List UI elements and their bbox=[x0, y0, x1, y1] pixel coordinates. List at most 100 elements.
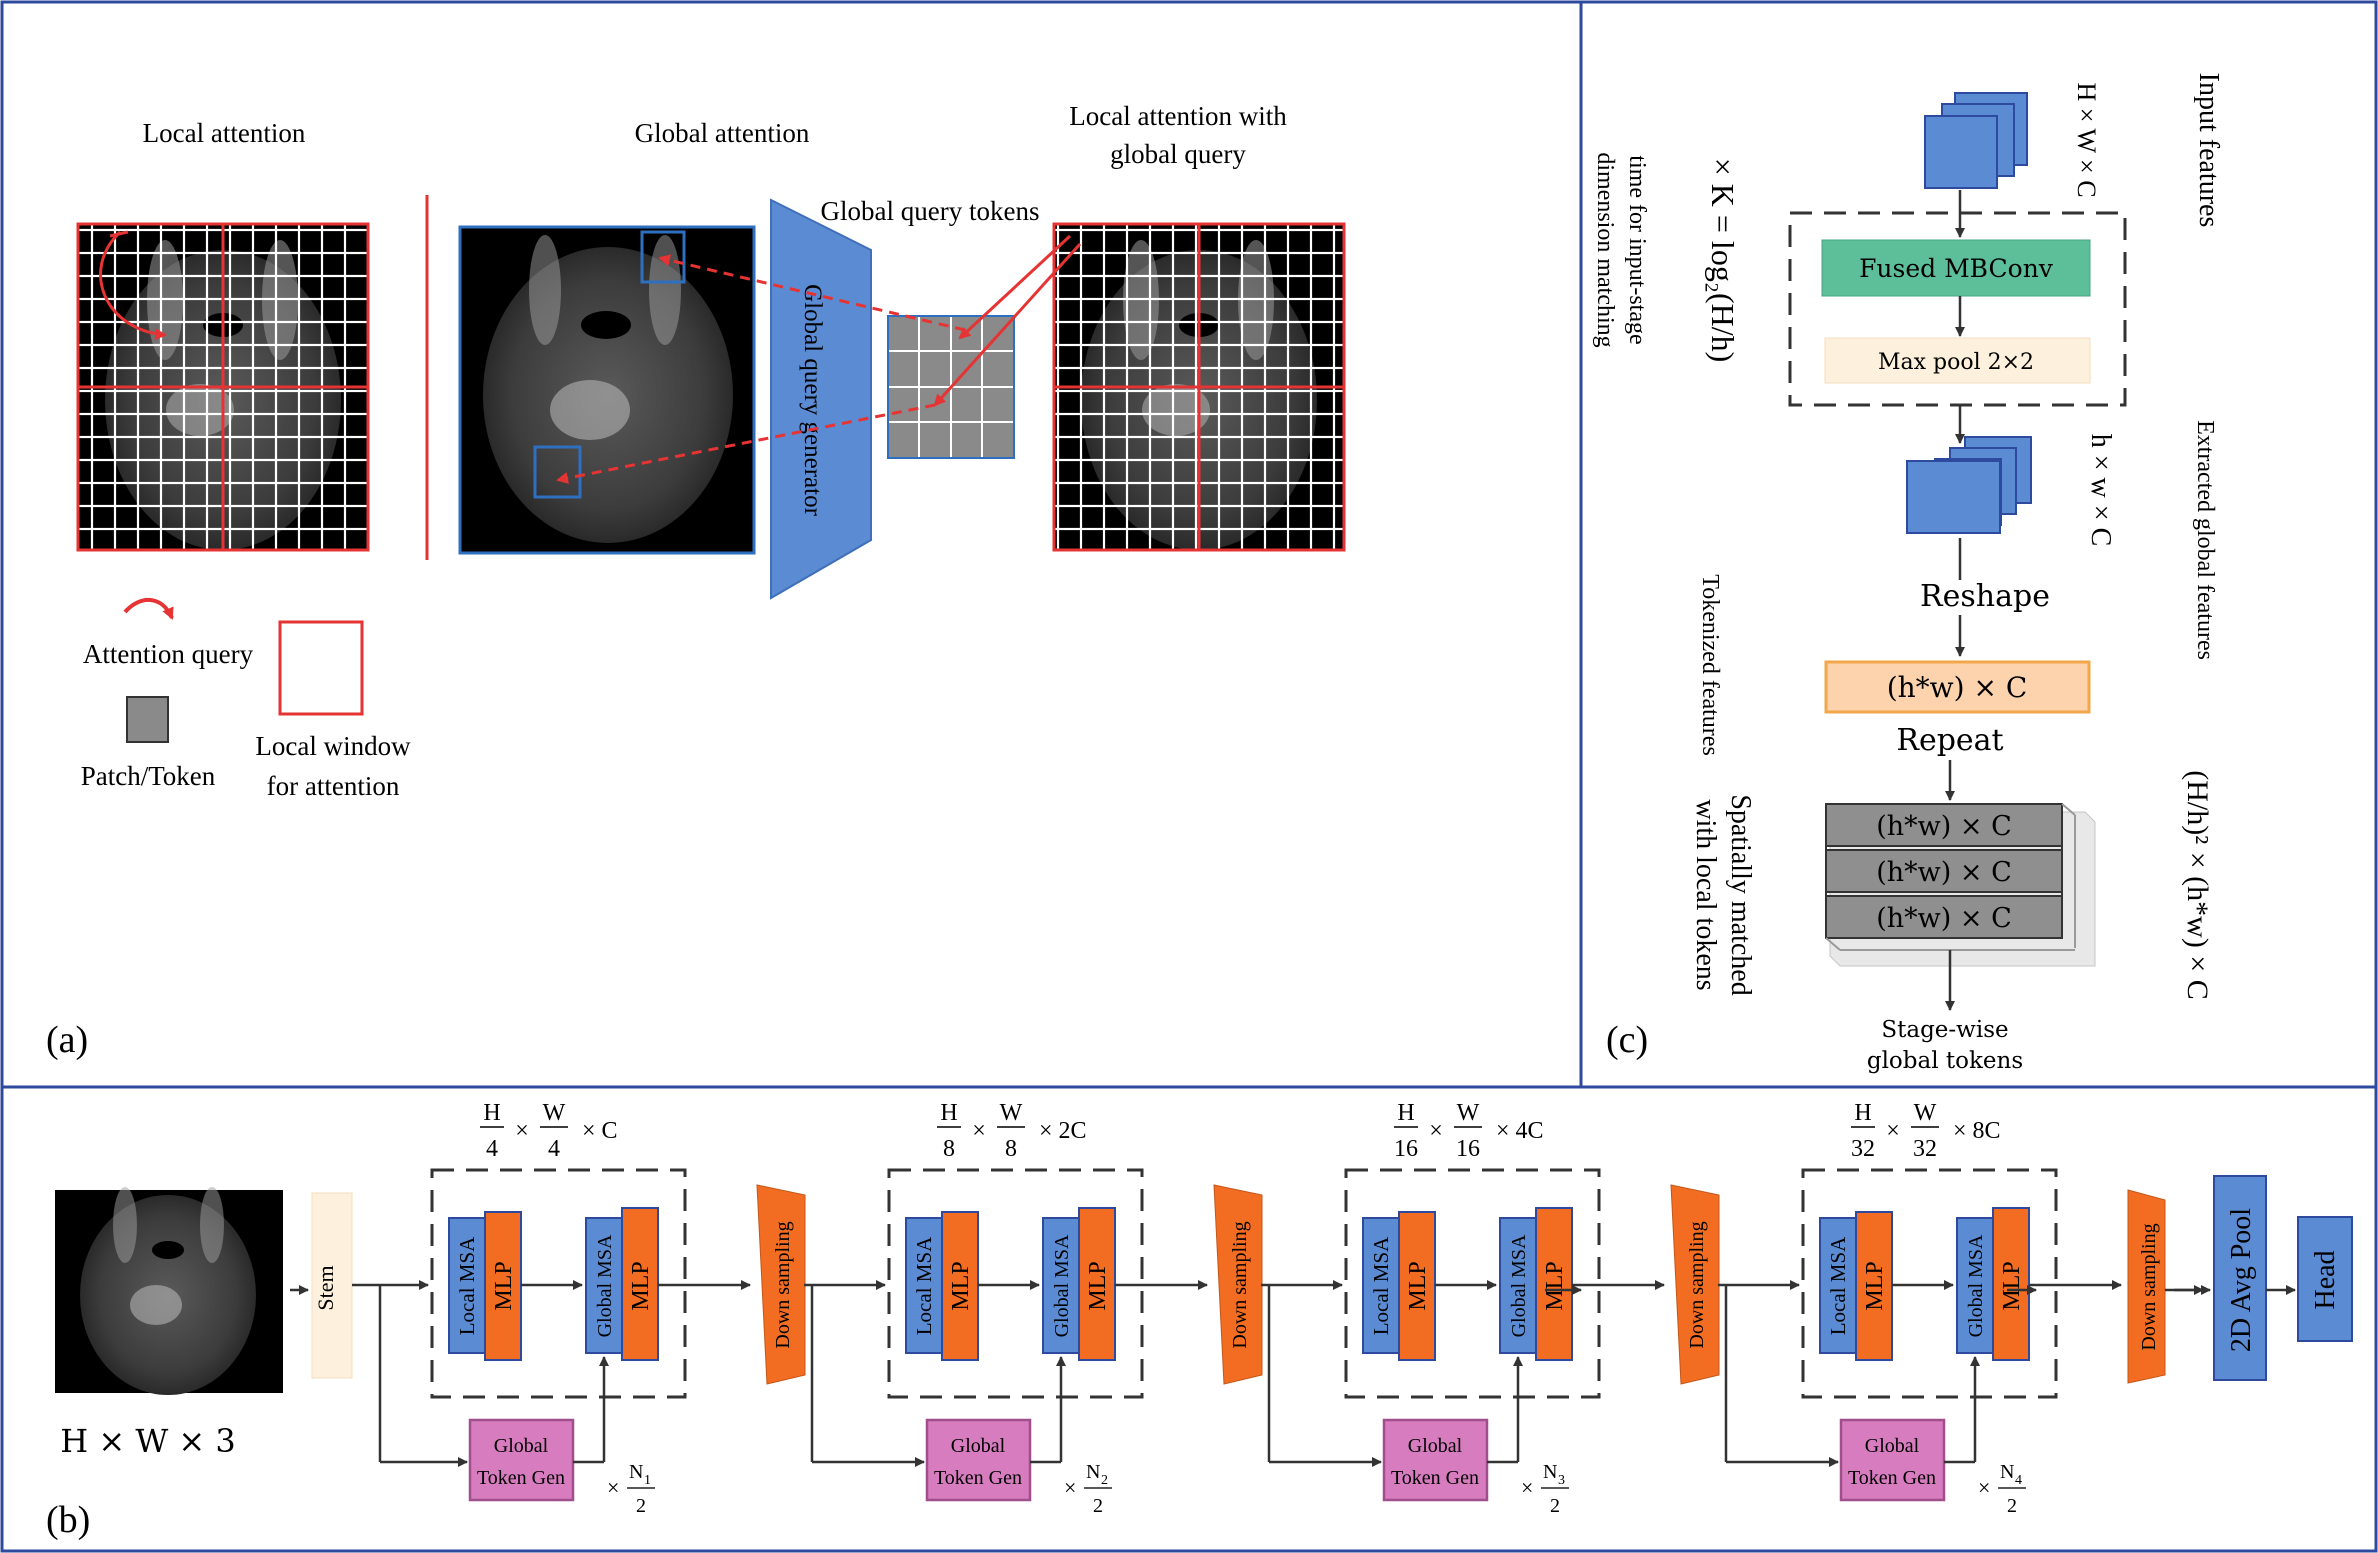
patch-token-icon bbox=[126, 696, 169, 743]
stage-h-divisor: 4 bbox=[486, 1136, 498, 1162]
mlp-block bbox=[484, 1211, 522, 1361]
extracted-feature-stack bbox=[1906, 436, 2032, 534]
stage-h-divisor: 16 bbox=[1394, 1136, 1418, 1162]
token-gen-label-1: Global bbox=[1408, 1435, 1463, 1457]
stage-times: × bbox=[1429, 1118, 1443, 1144]
legend-attention-query: Attention query bbox=[83, 639, 254, 669]
global-msa-label: Global MSA bbox=[1051, 1234, 1073, 1337]
token-box bbox=[1824, 660, 2091, 714]
repeat-n: N bbox=[1543, 1461, 1557, 1483]
repeat-n-sub: 1 bbox=[644, 1473, 651, 1488]
local-msa-label: Local MSA bbox=[455, 1236, 479, 1335]
down-sampling-block bbox=[1670, 1184, 1720, 1385]
final-down-sampling bbox=[2127, 1189, 2166, 1384]
stack-row-3: (h*w) × C bbox=[1876, 903, 2012, 934]
stage-h-div: H bbox=[483, 1100, 500, 1126]
global-msa-label: Global MSA bbox=[594, 1234, 616, 1337]
stage-w-divisor: 4 bbox=[548, 1136, 560, 1162]
global-query-tokens-label: Global query tokens bbox=[821, 196, 1040, 226]
repeat-dims: (H/h)² × (h*w) × C bbox=[2181, 770, 2214, 999]
local-window-icon bbox=[278, 620, 364, 716]
panel-a: Local attention Global attention Local a… bbox=[46, 101, 1346, 1061]
repeat-two: 2 bbox=[1093, 1495, 1103, 1517]
mlp-block bbox=[1855, 1211, 1893, 1361]
stage-w-divisor: 8 bbox=[1005, 1136, 1017, 1162]
stack-row-1: (h*w) × C bbox=[1876, 811, 2012, 842]
global-msa-block bbox=[585, 1217, 623, 1354]
global-token-gen-block bbox=[1382, 1418, 1489, 1502]
stage-times: × bbox=[1886, 1118, 1900, 1144]
legend-local-window-line1: Local window bbox=[255, 731, 411, 761]
input-scan bbox=[55, 1187, 283, 1395]
global-msa-block bbox=[1042, 1217, 1080, 1354]
global-token-gen-block bbox=[1839, 1418, 1946, 1502]
local-msa-label: Local MSA bbox=[1826, 1236, 1850, 1335]
panel-c-tag: (c) bbox=[1606, 1019, 1648, 1061]
repeat-n-sub: 2 bbox=[1101, 1473, 1108, 1488]
legend: Attention query Patch/Token Local window… bbox=[81, 597, 411, 801]
mlp-label: MLP bbox=[1999, 1261, 2025, 1310]
global-attention-title: Global attention bbox=[635, 118, 810, 148]
panel-b: H × W × 3 Stem H 4 × W 4 × C Local MSA MLP Globa… bbox=[46, 1100, 2353, 1541]
stage-h-divisor: 8 bbox=[943, 1136, 955, 1162]
repeat-times: × bbox=[1521, 1475, 1533, 1500]
mlp-label: MLP bbox=[1405, 1261, 1431, 1310]
token-gen-label-1: Global bbox=[1865, 1435, 1920, 1457]
stage-channels: × 8C bbox=[1953, 1118, 2001, 1144]
local-attention-grid bbox=[76, 222, 370, 552]
mlp-block bbox=[1992, 1207, 2030, 1361]
repeat-times: × bbox=[1978, 1475, 1990, 1500]
global-msa-label: Global MSA bbox=[1965, 1234, 1987, 1337]
generator-label: Global query generator bbox=[799, 284, 826, 517]
mlp-block bbox=[941, 1211, 979, 1361]
stage-h-div: H bbox=[940, 1100, 957, 1126]
stage-tokens-line2: global tokens bbox=[1867, 1048, 2023, 1074]
final-down-sampling-label: Down sampling bbox=[2138, 1223, 2160, 1350]
local-msa-label: Local MSA bbox=[912, 1236, 936, 1335]
mlp-label: MLP bbox=[948, 1261, 974, 1310]
global-token-gen-block bbox=[925, 1418, 1032, 1502]
repeat-two: 2 bbox=[636, 1495, 646, 1517]
input-dims: H × W × C bbox=[2072, 82, 2101, 197]
repeat-n: N bbox=[629, 1461, 643, 1483]
down-sampling-label: Down sampling bbox=[1686, 1221, 1708, 1348]
k-formula: × K = log₂(H/h) bbox=[1705, 158, 1741, 363]
token-box-label: (h*w) × C bbox=[1887, 671, 2028, 704]
repeat-times: × bbox=[1064, 1475, 1076, 1500]
down-sampling-label: Down sampling bbox=[1229, 1221, 1251, 1348]
mlp-label: MLP bbox=[1085, 1261, 1111, 1310]
k-note-line2: dimension matching bbox=[1592, 152, 1618, 347]
stage-w-div: W bbox=[1914, 1100, 1937, 1126]
stage-channels: × 2C bbox=[1039, 1118, 1087, 1144]
panel-b-tag: (b) bbox=[46, 1499, 90, 1541]
fused-mbconv-block bbox=[1821, 239, 2091, 297]
mlp-block bbox=[1535, 1207, 1573, 1361]
global-token-gen-block bbox=[468, 1418, 575, 1502]
reshape-label: Reshape bbox=[1920, 579, 2050, 614]
token-gen-label-2: Token Gen bbox=[1848, 1467, 1936, 1489]
repeat-n: N bbox=[2000, 1461, 2014, 1483]
stem-block bbox=[311, 1192, 353, 1379]
repeat-two: 2 bbox=[1550, 1495, 1560, 1517]
attention-arrows bbox=[556, 234, 1082, 484]
token-gen-label-2: Token Gen bbox=[934, 1467, 1022, 1489]
local-msa-block bbox=[905, 1217, 943, 1354]
stage-h-div: H bbox=[1854, 1100, 1871, 1126]
token-gen-label-2: Token Gen bbox=[1391, 1467, 1479, 1489]
local-msa-block bbox=[1819, 1217, 1857, 1354]
mlp-label: MLP bbox=[1862, 1261, 1888, 1310]
mlp-label: MLP bbox=[628, 1261, 654, 1310]
mlp-block bbox=[1078, 1207, 1116, 1361]
fused-mbconv-label: Fused MBConv bbox=[1859, 254, 2054, 283]
down-sampling-block bbox=[756, 1184, 806, 1385]
repeat-n-sub: 3 bbox=[1558, 1473, 1565, 1488]
repeat-n: N bbox=[1086, 1461, 1100, 1483]
global-attention-image bbox=[458, 225, 756, 555]
repeated-token-stack bbox=[1825, 803, 2096, 967]
attention-query-icon bbox=[123, 597, 174, 620]
repeat-n-sub: 4 bbox=[2015, 1473, 2022, 1488]
extracted-label: Extracted global features bbox=[2192, 420, 2218, 660]
panel-a-tag: (a) bbox=[46, 1019, 88, 1061]
